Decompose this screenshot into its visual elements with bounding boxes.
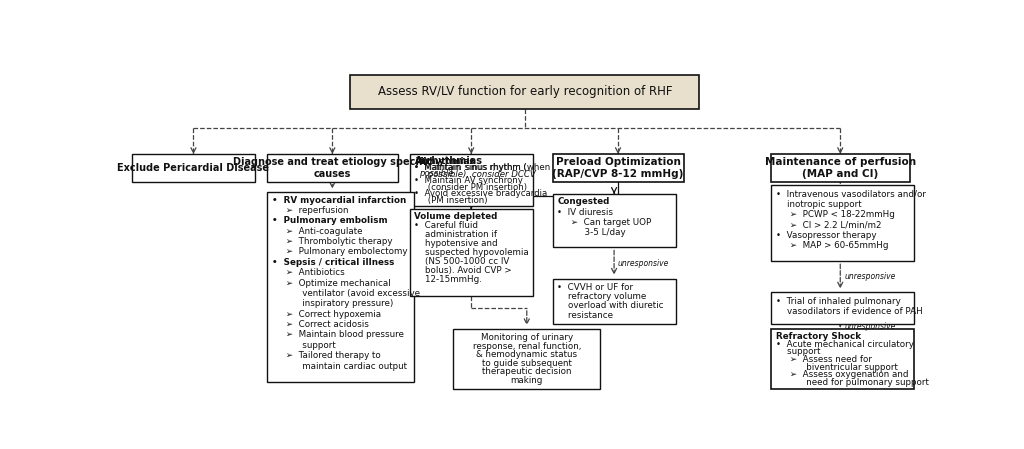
Text: •  RV myocardial infarction: • RV myocardial infarction <box>271 196 406 205</box>
Text: unresponsive: unresponsive <box>844 321 896 330</box>
Text: •  Avoid excessive bradycardia: • Avoid excessive bradycardia <box>415 189 548 198</box>
Text: •  Sepsis / critical illness: • Sepsis / critical illness <box>271 258 394 267</box>
Text: hypotensive and: hypotensive and <box>415 239 498 248</box>
FancyBboxPatch shape <box>553 194 676 247</box>
Text: (NS 500-1000 cc IV: (NS 500-1000 cc IV <box>415 257 510 266</box>
Text: possible), consider DCCV: possible), consider DCCV <box>415 170 537 179</box>
Text: 3-5 L/day: 3-5 L/day <box>557 229 626 238</box>
Text: ➢  Anti-coagulate: ➢ Anti-coagulate <box>271 227 362 236</box>
Text: support: support <box>775 348 820 357</box>
Text: ➢  Pulmonary embolectomy: ➢ Pulmonary embolectomy <box>271 247 408 256</box>
Text: Diagnose and treat etiology specific
causes: Diagnose and treat etiology specific cau… <box>232 157 432 179</box>
Text: bolus). Avoid CVP >: bolus). Avoid CVP > <box>415 266 512 275</box>
Text: Congested: Congested <box>557 198 609 207</box>
Text: •  Intravenous vasodilators and/or: • Intravenous vasodilators and/or <box>775 189 926 198</box>
FancyBboxPatch shape <box>267 192 414 383</box>
Text: ➢  Thrombolytic therapy: ➢ Thrombolytic therapy <box>271 237 392 246</box>
FancyBboxPatch shape <box>553 278 676 324</box>
FancyBboxPatch shape <box>267 154 397 182</box>
Text: •  IV diuresis: • IV diuresis <box>557 208 613 217</box>
Text: ➢  Correct hypoxemia: ➢ Correct hypoxemia <box>271 310 381 319</box>
Text: •  Maintain  sinus rhythm (: • Maintain sinus rhythm ( <box>415 163 527 172</box>
Text: ➢  Assess oxygenation and: ➢ Assess oxygenation and <box>775 370 908 379</box>
Text: 12-15mmHg.: 12-15mmHg. <box>415 275 482 284</box>
Text: Maintenance of perfusion
(MAP and CI): Maintenance of perfusion (MAP and CI) <box>765 157 915 179</box>
Text: Arrhythmias: Arrhythmias <box>415 157 475 166</box>
Text: •  Trial of inhaled pulmonary: • Trial of inhaled pulmonary <box>775 297 900 306</box>
FancyBboxPatch shape <box>553 154 684 182</box>
Text: administration if: administration if <box>415 230 498 239</box>
Text: •  Pulmonary embolism: • Pulmonary embolism <box>271 216 387 225</box>
Text: unresponsive: unresponsive <box>618 259 670 268</box>
FancyBboxPatch shape <box>350 75 699 109</box>
Text: ➢  Tailored therapy to: ➢ Tailored therapy to <box>271 351 380 360</box>
Text: ➢  Can target UOP: ➢ Can target UOP <box>557 218 651 227</box>
Text: Monitoring of urinary: Monitoring of urinary <box>480 333 572 342</box>
Text: Exclude Pericardial Disease: Exclude Pericardial Disease <box>118 163 269 173</box>
Text: support: support <box>271 341 336 350</box>
Text: •  Careful fluid: • Careful fluid <box>415 221 478 230</box>
Text: response, renal function,: response, renal function, <box>473 342 581 351</box>
Text: Refractory Shock: Refractory Shock <box>775 332 861 341</box>
Text: unresponsive: unresponsive <box>844 273 896 282</box>
Text: (consider PM insertion): (consider PM insertion) <box>415 183 527 192</box>
Text: suspected hypovolemia: suspected hypovolemia <box>415 248 529 257</box>
Text: inspiratory pressure): inspiratory pressure) <box>271 299 393 308</box>
Text: Arrhythmias: Arrhythmias <box>415 156 482 166</box>
Text: ➢  Antibiotics: ➢ Antibiotics <box>271 268 344 277</box>
FancyBboxPatch shape <box>410 209 532 296</box>
Text: need for pulmonary support: need for pulmonary support <box>775 378 929 387</box>
Text: ➢  PCWP < 18-22mmHg: ➢ PCWP < 18-22mmHg <box>775 210 894 219</box>
Text: ➢  Optimize mechanical: ➢ Optimize mechanical <box>271 279 390 288</box>
Text: Preload Optimization
(RAP/CVP 8-12 mmHg): Preload Optimization (RAP/CVP 8-12 mmHg) <box>552 157 684 179</box>
Text: (PM insertion): (PM insertion) <box>415 196 488 205</box>
FancyBboxPatch shape <box>410 154 532 206</box>
FancyBboxPatch shape <box>771 154 909 182</box>
Text: maintain cardiac output: maintain cardiac output <box>271 361 407 370</box>
Text: overload with diuretic: overload with diuretic <box>557 301 664 310</box>
Text: •  Maintain sinus rhythm (when: • Maintain sinus rhythm (when <box>415 163 551 172</box>
Text: to guide subsequent: to guide subsequent <box>482 359 571 368</box>
Text: •  Vasopressor therapy: • Vasopressor therapy <box>775 231 877 240</box>
Text: possible: possible <box>419 169 454 178</box>
Text: ➢  Assess need for: ➢ Assess need for <box>775 355 871 364</box>
FancyBboxPatch shape <box>454 329 600 389</box>
Text: inotropic support: inotropic support <box>775 200 861 209</box>
FancyBboxPatch shape <box>132 154 255 182</box>
Text: ➢  Correct acidosis: ➢ Correct acidosis <box>271 320 369 329</box>
Text: making: making <box>511 376 543 385</box>
Text: ventilator (avoid excessive: ventilator (avoid excessive <box>271 289 420 298</box>
Text: vasodilators if evidence of PAH: vasodilators if evidence of PAH <box>775 307 923 316</box>
Text: therapeutic decision: therapeutic decision <box>482 367 571 376</box>
Text: ➢  Maintain blood pressure: ➢ Maintain blood pressure <box>271 330 403 339</box>
Text: biventricular support: biventricular support <box>775 363 897 372</box>
Text: ➢  reperfusion: ➢ reperfusion <box>271 206 348 215</box>
FancyBboxPatch shape <box>771 185 913 261</box>
Text: •  CVVH or UF for: • CVVH or UF for <box>557 283 634 292</box>
Text: resistance: resistance <box>557 311 613 320</box>
Text: refractory volume: refractory volume <box>557 292 646 301</box>
Text: •  Acute mechanical circulatory: • Acute mechanical circulatory <box>775 340 913 349</box>
Text: •  Maintain AV synchrony: • Maintain AV synchrony <box>415 176 523 185</box>
Text: ➢  CI > 2.2 L/min/m2: ➢ CI > 2.2 L/min/m2 <box>775 220 881 229</box>
Text: & hemodynamic status: & hemodynamic status <box>476 350 578 359</box>
Text: Assess RV/LV function for early recognition of RHF: Assess RV/LV function for early recognit… <box>378 85 672 98</box>
Text: ➢  MAP > 60-65mmHg: ➢ MAP > 60-65mmHg <box>775 241 888 250</box>
FancyBboxPatch shape <box>771 292 913 324</box>
FancyBboxPatch shape <box>771 329 913 389</box>
Text: Volume depleted: Volume depleted <box>415 212 498 221</box>
